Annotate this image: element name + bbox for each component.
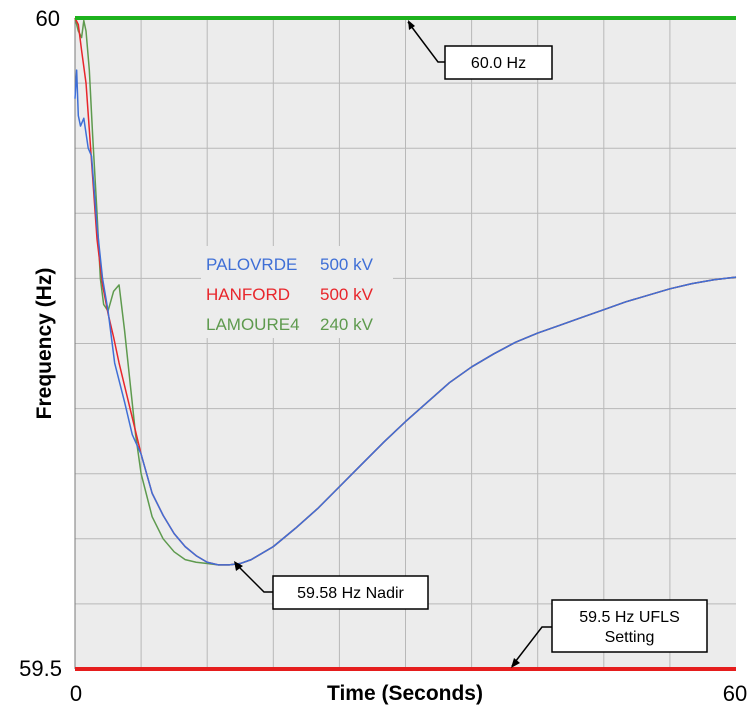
legend-voltage-palovrde: 500 kV bbox=[320, 255, 374, 274]
callout-ufls-arrowhead bbox=[511, 658, 520, 668]
reference-lines bbox=[75, 16, 736, 671]
callout-ufls-box bbox=[551, 599, 708, 653]
callout-ufls-pointer bbox=[511, 626, 552, 667]
x-tick-label-60: 60 bbox=[723, 681, 747, 706]
callout-ufls: 59.5 Hz UFLS Setting bbox=[511, 599, 708, 668]
callout-60-hz-pointer bbox=[407, 21, 445, 63]
legend-voltage-lamoure4: 240 kV bbox=[320, 315, 374, 334]
callout-60-hz-arrowhead bbox=[408, 20, 415, 30]
x-tick-label-0: 0 bbox=[70, 681, 82, 706]
callout-nadir-box bbox=[272, 575, 429, 610]
series-layer bbox=[74, 17, 737, 566]
callout-nadir: 59.58 Hz Nadir bbox=[234, 561, 429, 610]
callout-nadir-pointer bbox=[234, 562, 273, 593]
legend-voltage-hanford: 500 kV bbox=[320, 285, 374, 304]
callout-60-hz-box bbox=[444, 45, 553, 80]
y-axis-label: Frequency (Hz) bbox=[33, 268, 56, 420]
callout-60-hz: 60.0 Hz bbox=[407, 20, 553, 80]
y-axis-title: Frequency (Hz) bbox=[33, 268, 56, 420]
legend-label-lamoure4: LAMOURE4 bbox=[206, 315, 300, 334]
y-tick-label-59-5: 59.5 bbox=[19, 656, 62, 681]
series-line-palovrde bbox=[74, 69, 737, 566]
callout-nadir-arrowhead bbox=[234, 561, 243, 571]
callout-ufls-text-line-2: Setting bbox=[605, 629, 655, 646]
legend-background bbox=[201, 246, 393, 338]
callout-60-hz-text: 60.0 Hz bbox=[471, 55, 526, 72]
x-axis-label: Time (Seconds) bbox=[327, 682, 483, 705]
callout-nadir-text: 59.58 Hz Nadir bbox=[297, 585, 404, 602]
y-tick-label-60: 60 bbox=[36, 6, 60, 31]
callout-ufls-text-line-1: 59.5 Hz UFLS bbox=[579, 609, 679, 626]
legend-label-hanford: HANFORD bbox=[206, 285, 290, 304]
legend-label-palovrde: PALOVRDE bbox=[206, 255, 297, 274]
legend: PALOVRDE 500 kV HANFORD 500 kV LAMOURE4 … bbox=[201, 246, 393, 338]
